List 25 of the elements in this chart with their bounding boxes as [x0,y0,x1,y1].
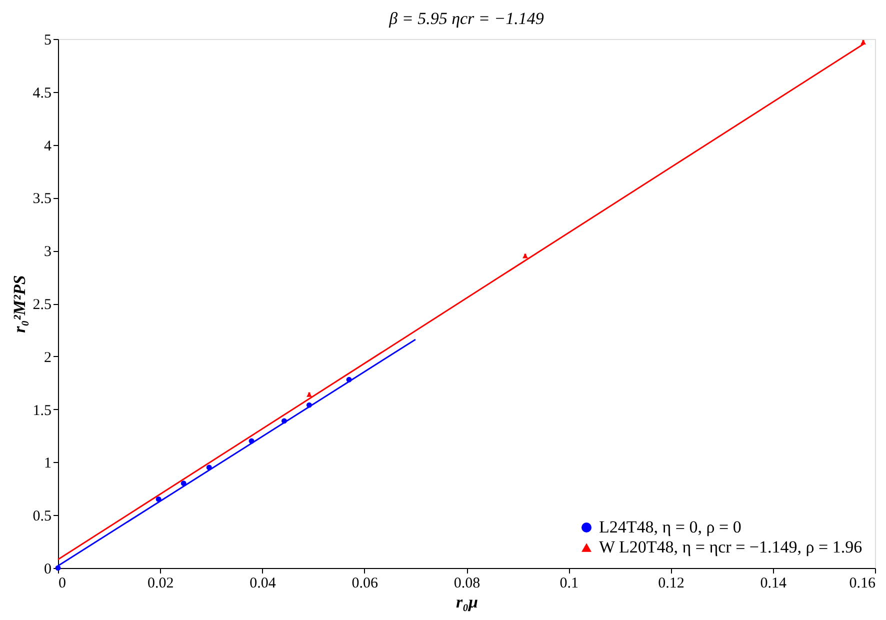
x-tick-label: 0 [58,576,66,592]
x-tick-label: 0.12 [658,576,684,592]
x-axis-title: r₀μ [456,592,478,612]
y-tick-label: 5 [44,32,52,48]
y-tick-label: 2.5 [32,297,52,313]
x-tick-label: 0.04 [250,576,276,592]
y-tick-label: 1 [44,456,52,472]
x-tick-label: 0.1 [560,576,578,592]
x-tick-label: 0.08 [454,576,480,592]
y-tick-label: 0 [44,562,52,578]
chart-title: β = 5.95 ηcr = −1.149 [388,9,544,28]
y-tick-label: 3.5 [32,191,52,208]
legend-label: W L20T48, η = ηcr = −1.149, ρ = 1.96 [599,538,862,556]
y-tick-label: 1.5 [32,402,52,419]
legend-label: L24T48, η = 0, ρ = 0 [599,518,742,536]
x-tick-label: 0.16 [849,576,876,592]
y-axis-title: r₀²M²PS [10,275,29,333]
x-tick-label: 0.02 [148,576,174,592]
y-tick-label: 4 [44,138,52,154]
x-tick-label: 0.06 [352,576,378,592]
y-tick-label: 3 [44,244,52,260]
y-tick-label: 0.5 [32,508,52,525]
y-tick-label: 2 [44,350,52,366]
x-tick-label: 0.14 [760,576,787,592]
y-tick-label: 4.5 [32,85,52,102]
